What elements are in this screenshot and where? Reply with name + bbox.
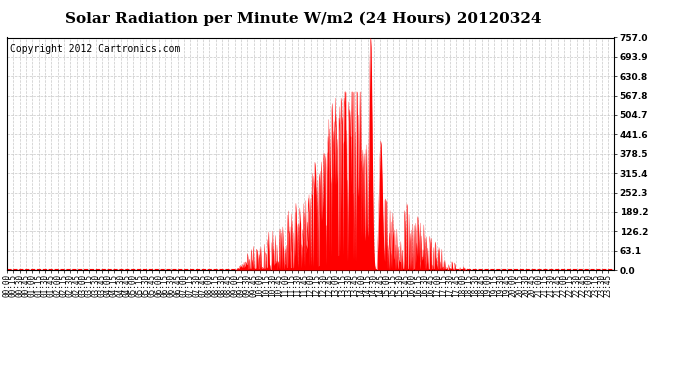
Text: Copyright 2012 Cartronics.com: Copyright 2012 Cartronics.com (10, 45, 180, 54)
Text: Solar Radiation per Minute W/m2 (24 Hours) 20120324: Solar Radiation per Minute W/m2 (24 Hour… (66, 11, 542, 26)
